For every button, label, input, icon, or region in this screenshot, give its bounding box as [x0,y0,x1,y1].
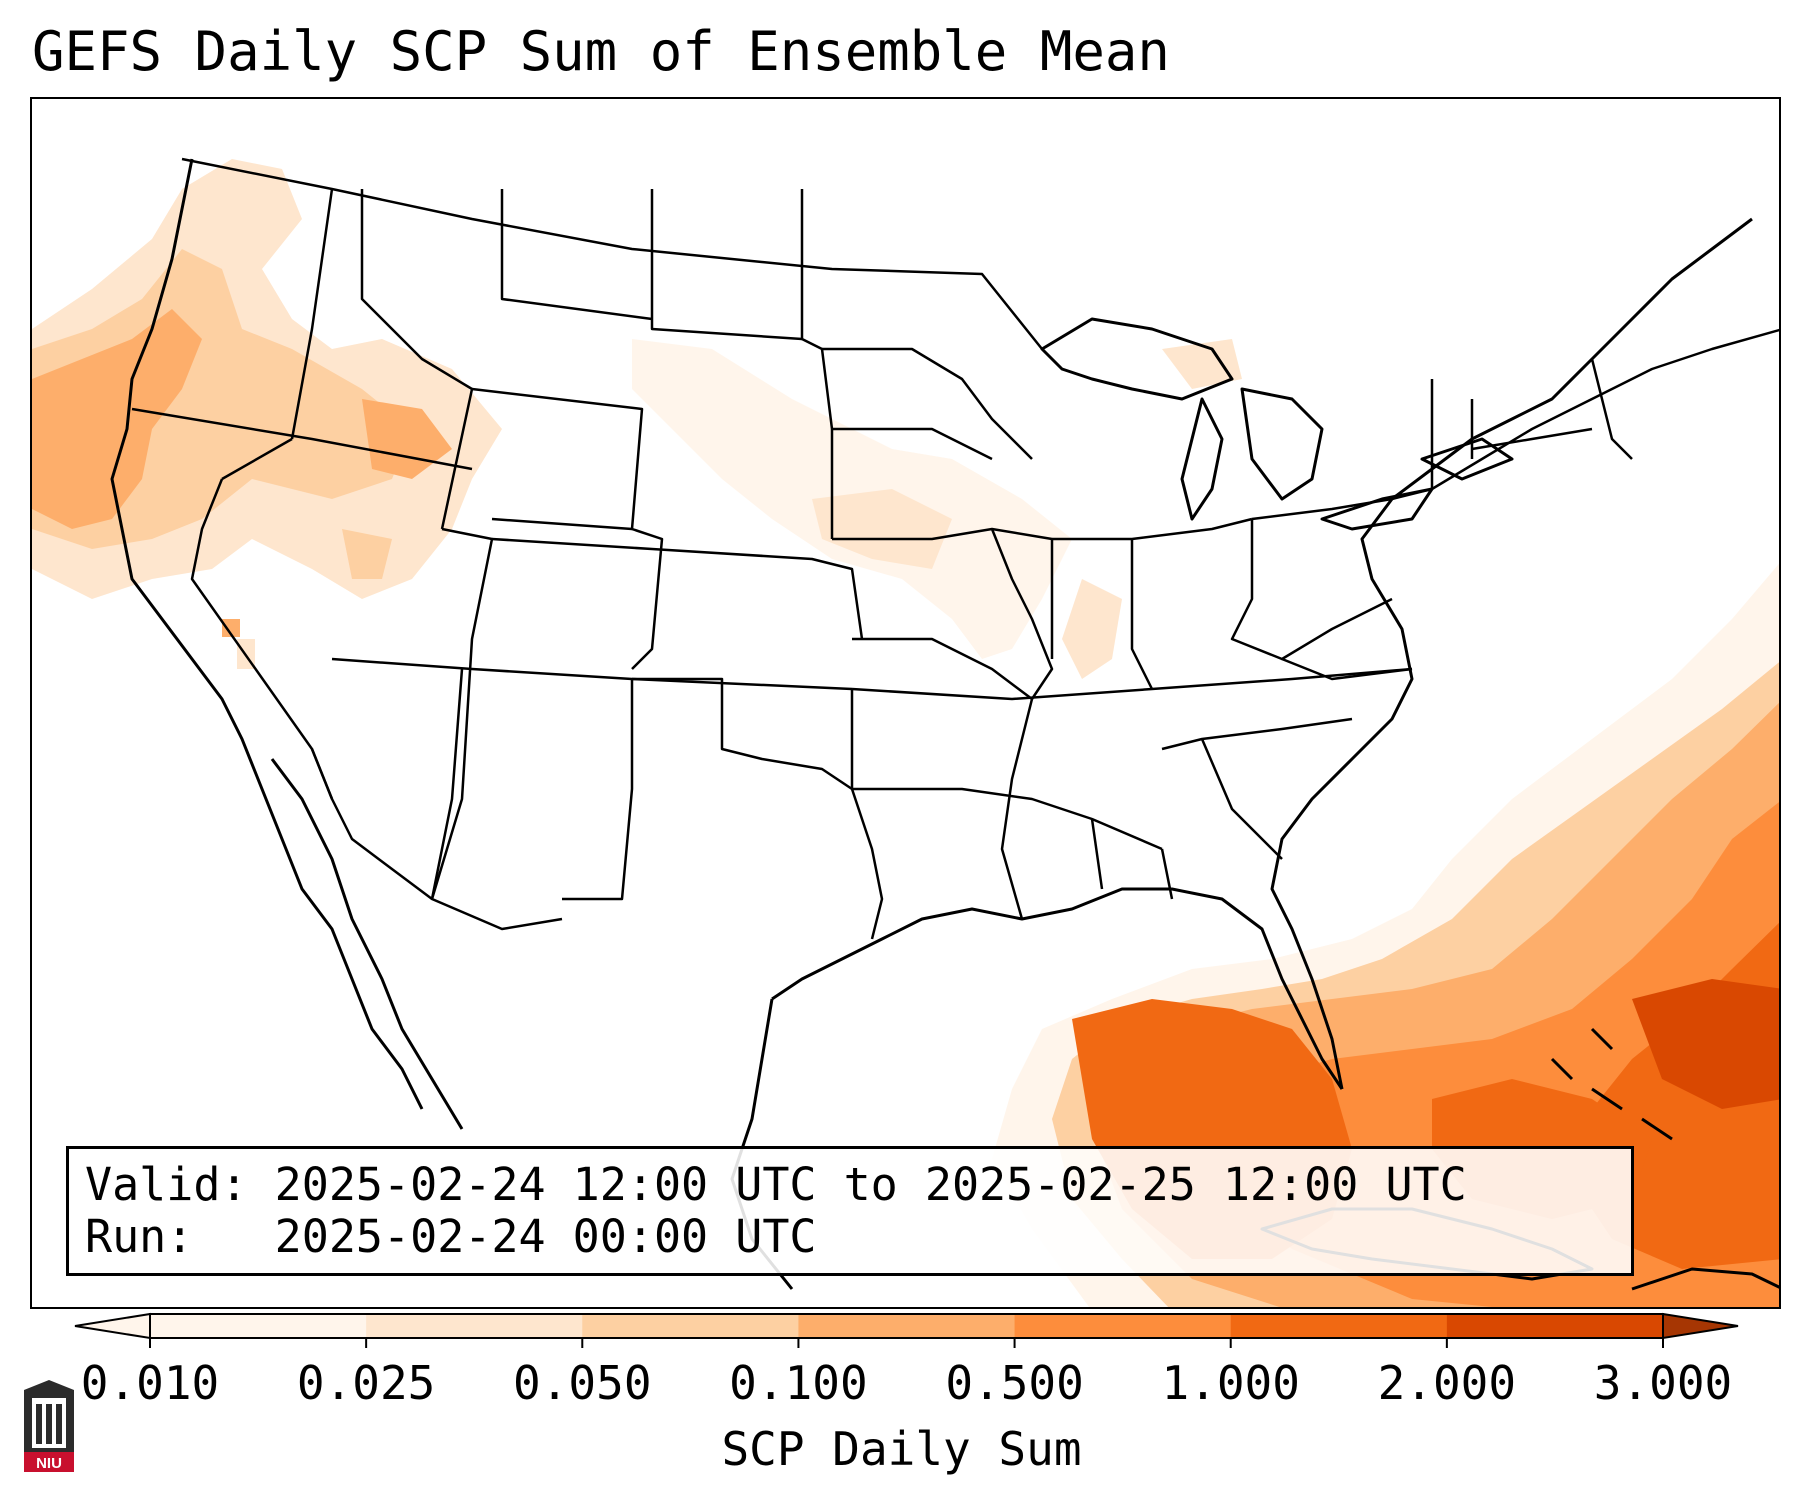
colorbar-extend-high [1662,1312,1739,1340]
colorbar-tick-label: 0.050 [513,1356,652,1410]
colorbar-tick-label: 1.000 [1161,1356,1300,1410]
map-panel [30,97,1781,1309]
scp-shading-northwest [32,159,502,669]
colorbar-segment [582,1314,799,1338]
niu-logo: NIU [20,1380,78,1480]
colorbar-label: SCP Daily Sum [721,1422,1082,1476]
colorbar-tick-label: 0.010 [80,1356,220,1410]
colorbar-segment [1446,1314,1664,1338]
colorbar-tick-label: 0.500 [945,1356,1084,1410]
map-canvas [32,157,1779,1307]
run-value: 2025-02-24 00:00 UTC [274,1210,817,1263]
valid-row: Valid: 2025-02-24 12:00 UTC to 2025-02-2… [85,1159,1615,1211]
colorbar-outline [149,1313,1664,1339]
colorbar [0,1310,1803,1350]
scp-shading-plains [632,339,1242,679]
run-row: Run: 2025-02-24 00:00 UTC [85,1211,1615,1263]
colorbar-segment [1230,1314,1448,1338]
valid-label: Valid: [85,1158,248,1211]
colorbar-segment [366,1314,583,1338]
validity-info-box: Valid: 2025-02-24 12:00 UTC to 2025-02-2… [66,1146,1634,1276]
chart-title: GEFS Daily SCP Sum of Ensemble Mean [32,20,1170,83]
colorbar-extend-low [74,1312,151,1340]
colorbar-tick-label: 3.000 [1593,1356,1733,1410]
colorbar-tick-label: 0.100 [729,1356,868,1410]
colorbar-svg [74,1312,1739,1348]
valid-value: 2025-02-24 12:00 UTC to 2025-02-25 12:00… [274,1158,1467,1211]
colorbar-segment [1014,1314,1232,1338]
niu-logo-text: NIU [36,1455,62,1472]
colorbar-segment [798,1314,1016,1338]
run-label: Run: [85,1210,194,1263]
state-borders [131,157,1779,940]
colorbar-tick-label: 0.025 [296,1356,436,1410]
colorbar-segment [150,1314,367,1338]
colorbar-tick-label: 2.000 [1377,1356,1517,1410]
